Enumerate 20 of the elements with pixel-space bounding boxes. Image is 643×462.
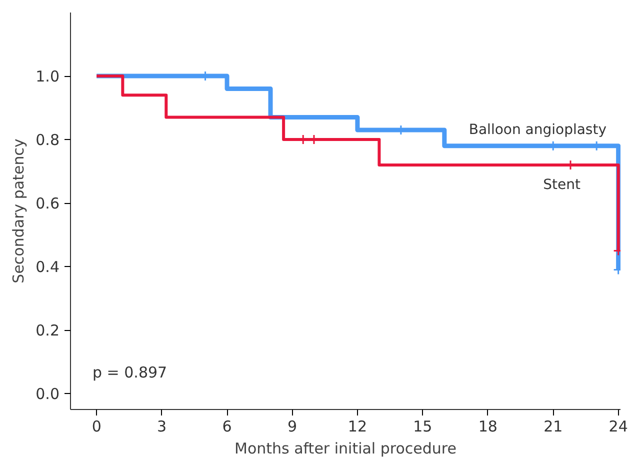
y-tick-label: 0.2: [36, 322, 60, 340]
y-tick-label: 1.0: [36, 68, 60, 86]
x-tick-label: 0: [92, 418, 102, 436]
annotation: p = 0.897: [92, 364, 168, 382]
x-tick-label: 24: [608, 418, 628, 436]
y-tick-label: 0.6: [36, 194, 60, 213]
x-tick-label: 9: [287, 418, 298, 436]
x-axis-title: Months after initial procedure: [234, 440, 456, 458]
series-label: Balloon angioplasty: [468, 122, 607, 138]
y-axis-title: Secondary patency: [10, 138, 28, 284]
x-tick-label: 15: [413, 418, 432, 436]
y-tick-label: 0.4: [36, 258, 60, 276]
series-label: Stent: [543, 176, 582, 193]
x-tick-label: 12: [348, 418, 368, 436]
x-tick-label: 6: [222, 418, 232, 436]
x-tick-label: 3: [157, 418, 167, 436]
y-tick-label: 0.8: [36, 131, 60, 150]
y-tick-label: 0.0: [36, 385, 60, 404]
x-tick-label: 18: [478, 418, 498, 436]
x-tick-label: 21: [544, 418, 563, 436]
